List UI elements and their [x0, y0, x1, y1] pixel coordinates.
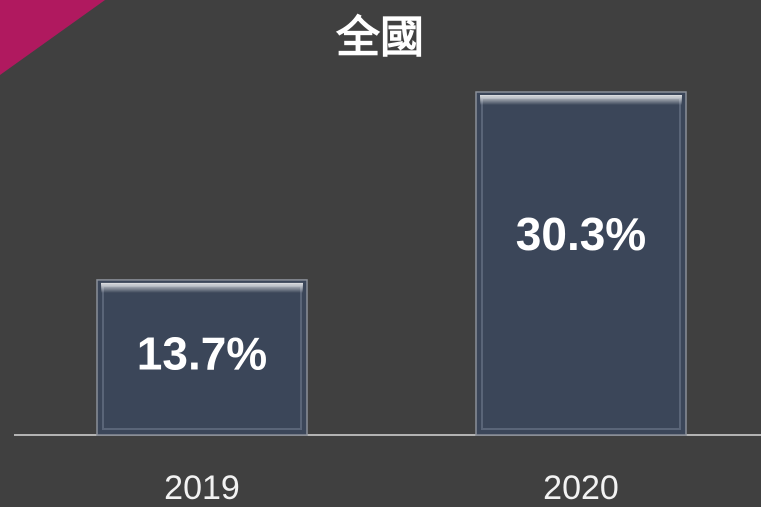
bar-shine — [480, 95, 682, 105]
bar-shine — [101, 282, 303, 293]
chart-title: 全國 — [335, 12, 424, 63]
value-label: 13.7% — [137, 328, 267, 380]
x-tick-label: 2019 — [164, 469, 240, 507]
value-label: 30.3% — [516, 208, 646, 260]
bar — [475, 91, 687, 436]
corner-accent — [0, 0, 105, 75]
x-tick-label: 2020 — [543, 469, 619, 507]
bar — [96, 279, 308, 436]
